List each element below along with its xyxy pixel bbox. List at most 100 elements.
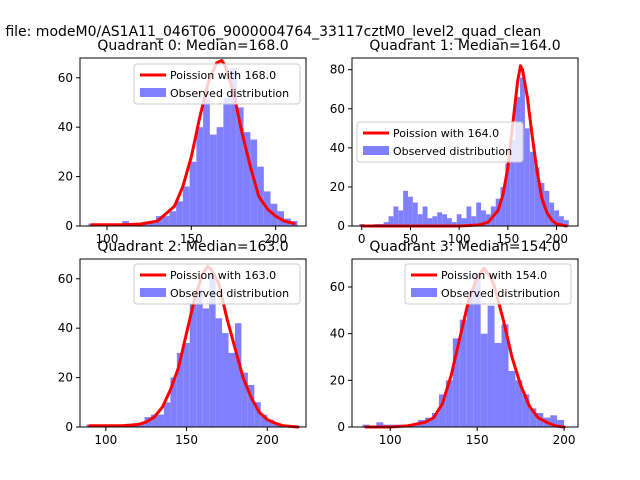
histogram-bar	[388, 216, 394, 226]
histogram-bar	[550, 415, 558, 427]
histogram-bar	[471, 216, 477, 226]
histogram-bar	[481, 210, 486, 226]
x-tick-label: 0	[358, 232, 366, 246]
y-tick-label: 0	[337, 420, 345, 434]
histogram-bar	[510, 140, 516, 226]
histogram-bar	[209, 134, 217, 226]
y-tick-label: 60	[58, 272, 73, 286]
y-tick-label: 0	[337, 219, 345, 233]
chart-panel-0: 100 150 200 0 20 40 60 Quadrant 0: Median=168.0…	[58, 38, 307, 246]
histogram-bar	[267, 419, 274, 427]
legend-label-observed: Observed distribution	[393, 145, 512, 158]
poisson-curve	[90, 58, 296, 227]
y-tick-label: 40	[330, 327, 345, 341]
histogram-bar	[170, 377, 177, 427]
histogram-bar	[383, 222, 389, 226]
y-tick-label: 20	[58, 371, 73, 385]
x-tick-label: 200	[545, 232, 568, 246]
histogram-bar	[563, 220, 569, 226]
legend-label-observed: Observed distribution	[170, 287, 289, 300]
y-tick-label: 20	[58, 170, 73, 184]
x-tick-label: 100	[96, 232, 119, 246]
histogram-bar	[138, 424, 145, 427]
histogram-bar	[476, 202, 482, 226]
histogram-bar	[539, 183, 545, 226]
histogram-bar	[438, 394, 446, 427]
histogram-bar	[487, 305, 495, 427]
x-tick-label: 150	[496, 232, 519, 246]
histogram-bar	[230, 67, 237, 226]
histogram-bar	[273, 424, 281, 427]
histogram-bar	[393, 206, 399, 226]
histogram-bar	[254, 402, 261, 427]
histogram-bar	[501, 324, 509, 427]
histogram-bar	[425, 417, 432, 427]
histogram-bar	[431, 413, 439, 427]
y-tick-label: 40	[330, 141, 345, 155]
poisson-curve	[360, 64, 568, 228]
histogram-bar	[505, 163, 511, 226]
histogram-bar	[162, 216, 170, 226]
legend-label-observed: Observed distribution	[441, 287, 560, 300]
legend-bar-swatch	[363, 146, 389, 155]
histogram-bar	[236, 107, 244, 226]
histogram-bar	[559, 216, 564, 226]
axes-frame	[79, 258, 307, 428]
legend-box	[356, 121, 524, 163]
histogram-bar	[203, 97, 210, 226]
histogram-bar	[427, 218, 433, 226]
histogram-bar	[209, 273, 216, 427]
axes-frame	[351, 258, 579, 428]
chart-panel-1: 0 50 100 150 200 0 20 40 60 80 Quadrant 1: Median=…	[330, 38, 579, 246]
y-tick-label: 60	[330, 102, 345, 116]
y-tick-label: 40	[58, 120, 73, 134]
histogram-bar	[442, 214, 447, 226]
histogram-bar	[398, 210, 404, 226]
histogram-bar	[459, 319, 467, 427]
histogram-bar	[480, 333, 488, 427]
y-tick-label: 20	[330, 373, 345, 387]
legend-box	[133, 263, 301, 305]
x-tick-label: 100	[94, 433, 117, 447]
x-tick-label: 200	[553, 433, 576, 447]
histogram-bar	[500, 186, 506, 226]
histogram-bar	[446, 218, 452, 226]
figure-suptitle: n file: modeM0/AS1A11_046T06_9000004764_…	[0, 24, 541, 40]
histogram-bar	[445, 380, 453, 427]
histogram-bar	[196, 288, 203, 427]
histogram-bar	[403, 190, 409, 226]
chart-panel-2: 100 150 200 0 20 40 60 Quadrant 2: Median=163.0…	[58, 239, 307, 447]
x-tick-label: 100	[448, 232, 471, 246]
histogram-bar	[216, 127, 224, 226]
histogram-bar	[524, 128, 530, 226]
histogram-bar	[534, 167, 540, 226]
legend-bar-swatch	[140, 88, 166, 97]
histogram-bar	[437, 212, 443, 226]
legend-bar-swatch	[411, 288, 437, 297]
histogram-bar	[202, 308, 210, 427]
histogram-bar	[408, 196, 413, 226]
histogram-bar	[189, 161, 197, 226]
legend-label-observed: Observed distribution	[170, 87, 289, 100]
axes-frame	[351, 57, 579, 227]
chart-title: Quadrant 3: Median=154.0	[369, 239, 560, 255]
histogram-bar	[222, 333, 229, 427]
histogram-bar	[494, 343, 502, 427]
y-tick-label: 60	[58, 71, 73, 85]
x-tick-label: 200	[264, 232, 287, 246]
histogram-bar	[515, 380, 523, 427]
y-tick-label: 60	[330, 280, 345, 294]
x-tick-label: 150	[180, 232, 203, 246]
histogram-bar	[451, 222, 457, 226]
histogram-bar	[508, 371, 516, 427]
histogram-bar	[151, 414, 158, 427]
histogram-bar	[241, 372, 248, 427]
legend: Poission with 168.0 Observed distribution	[133, 63, 301, 105]
x-tick-label: 100	[379, 433, 402, 447]
histogram-bar	[554, 210, 560, 226]
histogram-bar	[183, 343, 190, 427]
chart-title: Quadrant 0: Median=168.0	[97, 38, 288, 54]
legend: Poission with 164.0 Observed distribution	[356, 121, 524, 163]
histogram-bar	[466, 206, 472, 226]
legend-label-poisson: Poission with 164.0	[393, 127, 499, 140]
